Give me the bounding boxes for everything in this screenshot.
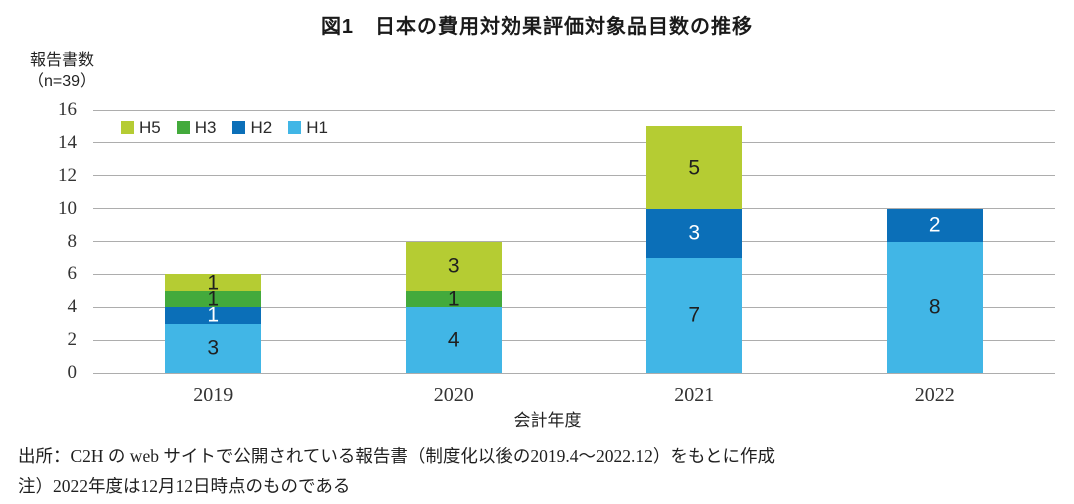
bar-value-label-2022-H1: 8	[928, 295, 941, 319]
gridline-y-2	[93, 339, 1055, 341]
x-tick-label-2022: 2022	[914, 384, 955, 406]
y-tick-label-8: 8	[67, 230, 78, 252]
legend-swatch-H1	[288, 121, 302, 134]
bar-value-label-2020-H1: 4	[447, 328, 460, 352]
gridline-y-6	[93, 273, 1055, 275]
y-tick-label-0: 0	[67, 362, 78, 383]
legend-swatch-H2	[232, 121, 246, 134]
gridline-y-0	[93, 372, 1055, 374]
x-tick-label-2020: 2020	[433, 384, 474, 406]
y-tick-label-4: 4	[67, 296, 78, 318]
bar-segment-2021-H1: 7	[646, 257, 743, 373]
bar-segment-2022-H1: 8	[886, 241, 983, 373]
legend-item-H2: H2	[232, 119, 272, 136]
bar-value-label-2019-H1: 3	[207, 336, 220, 360]
bar-segment-2020-H5: 3	[405, 241, 502, 291]
bar-value-label-2021-H5: 5	[688, 156, 701, 180]
bar-segment-2019-H5: 1	[165, 271, 262, 295]
y-axis-title: 報告書数 （n=39）	[10, 50, 114, 92]
legend-item-H3: H3	[176, 118, 217, 137]
legend-item-H1: H1	[288, 119, 328, 136]
legend-label-H3: H3	[194, 118, 217, 137]
bar-2021: 7 3 5	[646, 126, 743, 373]
bar-segment-2019-H1: 3	[165, 323, 262, 373]
gridline-y-4	[93, 306, 1055, 308]
bar-segment-2020-H1: 4	[405, 307, 502, 373]
bar-value-label-2019-H3: 1	[207, 287, 220, 311]
y-tick-label-2: 2	[67, 329, 78, 351]
figure-title: 図1 日本の費用対効果評価対象品目数の推移	[320, 16, 754, 38]
y-tick-label-16: 16	[58, 99, 77, 120]
bar-2020: 4 1 3	[405, 241, 502, 373]
gridline-y-10	[93, 208, 1055, 210]
bar-value-label-2019-H5: 1	[207, 271, 220, 295]
y-tick-label-12: 12	[58, 164, 77, 186]
bar-value-label-2022-H2: 2	[928, 213, 941, 237]
bar-segment-2019-H3: 1	[165, 287, 262, 311]
footnote: 注）2022年度は12月12日時点のものである	[18, 476, 351, 496]
legend: H5 H3 H2 H1	[121, 119, 328, 136]
bar-value-label-2019-H2: 1	[207, 303, 220, 327]
bar-value-label-2020-H5: 3	[447, 254, 460, 278]
legend-label-H2: H2	[250, 118, 273, 137]
gridline-y-12	[93, 175, 1055, 177]
bar-segment-2021-H2: 3	[646, 208, 743, 258]
bar-value-label-2021-H2: 3	[688, 221, 701, 245]
legend-swatch-H3	[176, 121, 190, 134]
bar-segment-2022-H2: 2	[886, 208, 983, 242]
gridline-y-16	[93, 109, 1055, 111]
source-note: 出所：C2H の web サイトで公開されている報告書（制度化以後の2019.4…	[18, 446, 775, 466]
bar-segment-2019-H2: 1	[165, 303, 262, 327]
bar-value-label-2020-H3: 1	[447, 287, 460, 311]
bar-segment-2020-H3: 1	[405, 287, 502, 311]
x-tick-label-2021: 2021	[674, 384, 715, 406]
bar-segment-2021-H5: 5	[646, 126, 743, 209]
y-axis-title-line1: 報告書数	[29, 52, 94, 69]
legend-swatch-H5	[121, 121, 134, 134]
legend-item-H5: H5	[121, 119, 161, 136]
gridline-y-14	[93, 142, 1055, 144]
y-axis-title-line2: （n=39）	[27, 73, 97, 90]
legend-label-H1: H1	[306, 118, 328, 137]
bar-value-label-2021-H1: 7	[688, 303, 701, 327]
x-axis-title: 会計年度	[513, 411, 582, 430]
x-tick-label-2019: 2019	[193, 384, 234, 406]
y-tick-label-14: 14	[58, 131, 77, 153]
y-tick-label-6: 6	[67, 263, 78, 285]
gridline-y-8	[93, 241, 1055, 242]
y-tick-label-10: 10	[58, 197, 77, 219]
legend-label-H5: H5	[139, 118, 161, 137]
